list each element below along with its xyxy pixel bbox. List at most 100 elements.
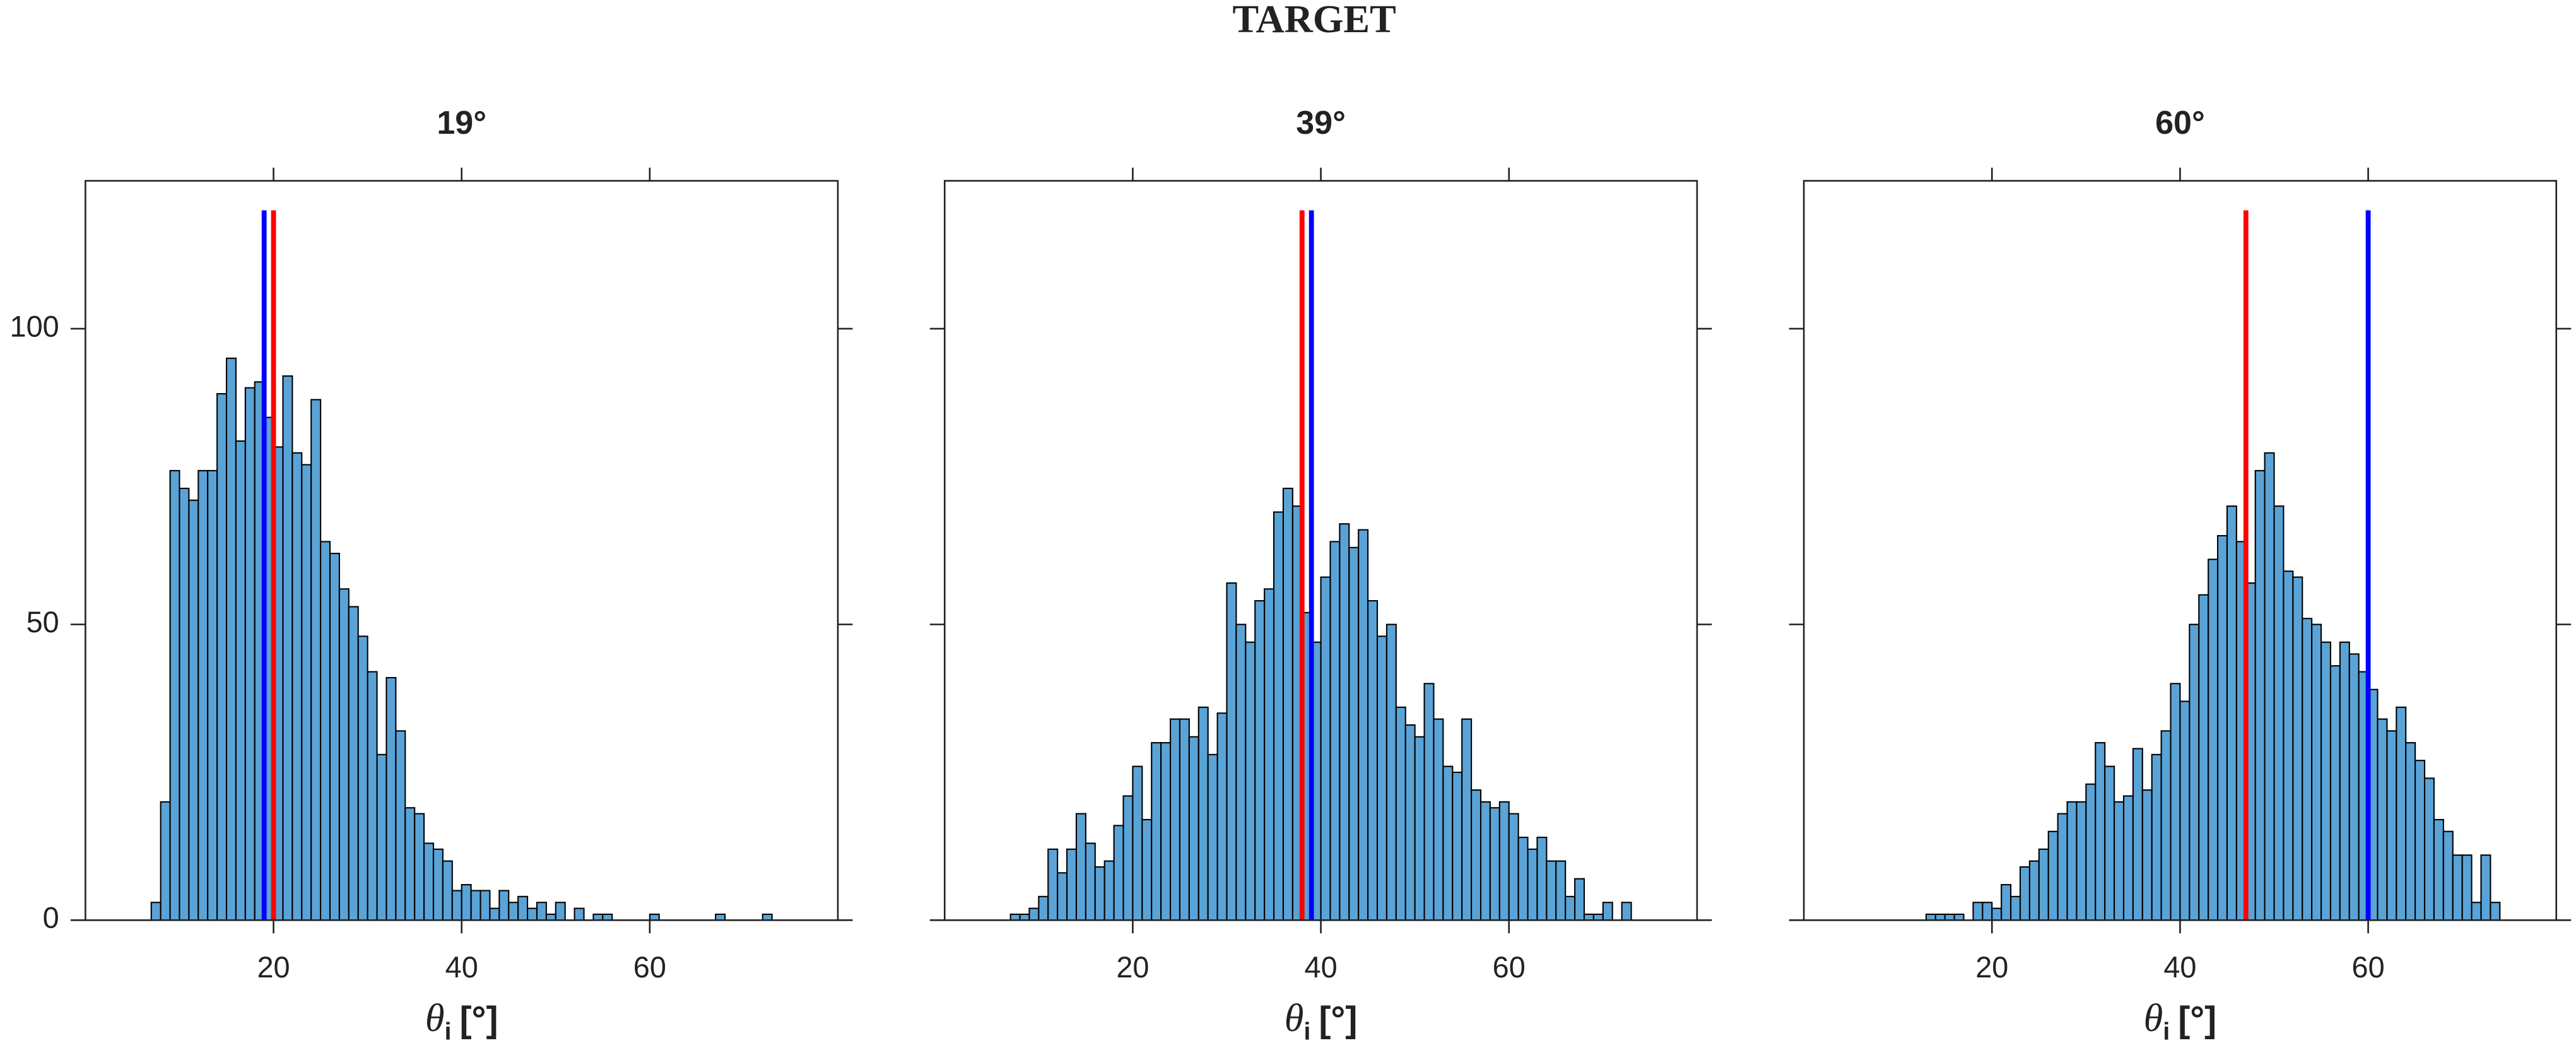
bar bbox=[536, 902, 547, 921]
bar bbox=[160, 801, 171, 921]
bar bbox=[2348, 653, 2360, 921]
bar bbox=[2414, 760, 2426, 921]
bar bbox=[1385, 623, 1397, 921]
bar bbox=[423, 842, 435, 921]
bar bbox=[2302, 618, 2313, 921]
x-tick-label: 20 bbox=[1975, 951, 2008, 984]
x-label-subscript: i bbox=[1303, 1018, 1310, 1046]
bar bbox=[2442, 830, 2454, 921]
bar bbox=[517, 895, 529, 921]
bar bbox=[1132, 765, 1143, 921]
bar bbox=[1592, 913, 1604, 921]
bar bbox=[1953, 913, 1965, 921]
figure-title: TARGET bbox=[1233, 0, 1396, 41]
bar bbox=[2329, 665, 2341, 921]
bar bbox=[1404, 724, 1416, 921]
bar bbox=[1934, 913, 1946, 921]
bar bbox=[2273, 505, 2285, 921]
bar bbox=[1358, 529, 1369, 921]
bar bbox=[244, 387, 256, 921]
bar bbox=[2189, 623, 2200, 921]
bar bbox=[179, 487, 190, 921]
panel-title: 19° bbox=[437, 105, 486, 141]
bar bbox=[1925, 913, 1936, 921]
bar bbox=[2433, 818, 2444, 921]
bar bbox=[1245, 641, 1256, 921]
bar bbox=[1583, 913, 1594, 921]
bar bbox=[2405, 742, 2416, 921]
bar bbox=[2217, 534, 2228, 921]
bar bbox=[1367, 600, 1379, 921]
x-label-unit: [°] bbox=[1319, 999, 1357, 1040]
bar bbox=[404, 807, 416, 921]
bar bbox=[1226, 582, 1237, 921]
bar bbox=[489, 907, 500, 921]
bar bbox=[301, 464, 312, 921]
y-tick-label: 50 bbox=[26, 606, 59, 639]
bar bbox=[498, 890, 510, 921]
bar bbox=[1574, 878, 1585, 921]
bar bbox=[1103, 860, 1115, 921]
bar bbox=[1433, 718, 1444, 921]
bar bbox=[592, 913, 604, 921]
bar bbox=[1423, 683, 1435, 921]
bar bbox=[1414, 736, 1425, 921]
bar bbox=[1982, 902, 1993, 921]
bar bbox=[2264, 452, 2275, 921]
bar bbox=[1376, 635, 1387, 921]
bar bbox=[320, 541, 331, 921]
bar bbox=[338, 588, 350, 921]
x-tick-label: 60 bbox=[2352, 951, 2385, 984]
bar bbox=[2076, 801, 2087, 921]
bar bbox=[1517, 837, 1529, 921]
bar bbox=[2386, 730, 2397, 921]
panel-title: 60° bbox=[2155, 105, 2205, 141]
bar bbox=[1991, 907, 2003, 921]
bar bbox=[282, 375, 293, 921]
bar bbox=[1028, 907, 1040, 921]
bar bbox=[1113, 825, 1124, 921]
bar bbox=[2424, 777, 2435, 921]
bar bbox=[2339, 641, 2350, 921]
bar bbox=[329, 553, 340, 921]
x-tick-label: 40 bbox=[2163, 951, 2196, 984]
bar bbox=[1207, 753, 1218, 921]
x-axis-label: θi [°] bbox=[1285, 996, 1358, 1046]
bar bbox=[1216, 712, 1228, 921]
bar bbox=[216, 392, 228, 921]
bar bbox=[1085, 842, 1096, 921]
bar bbox=[1471, 789, 1482, 921]
x-tick-label: 40 bbox=[1305, 951, 1338, 984]
bar bbox=[1498, 801, 1510, 921]
bar bbox=[1442, 765, 1454, 921]
bar bbox=[461, 884, 472, 921]
bar bbox=[1452, 771, 1463, 921]
bar bbox=[602, 913, 613, 921]
bar bbox=[649, 913, 660, 921]
bar bbox=[1141, 818, 1153, 921]
x-tick-label: 20 bbox=[257, 951, 290, 984]
x-label-symbol: θ bbox=[2144, 996, 2163, 1040]
bar bbox=[2283, 570, 2294, 921]
bar bbox=[169, 469, 180, 921]
bar bbox=[1170, 718, 1181, 921]
bar bbox=[1197, 706, 1209, 921]
bar bbox=[1944, 913, 1955, 921]
bar bbox=[1264, 588, 1275, 921]
bar bbox=[357, 635, 368, 921]
bar bbox=[207, 469, 218, 921]
bar bbox=[1160, 742, 1172, 921]
panel-title: 39° bbox=[1296, 105, 1346, 141]
bar bbox=[527, 907, 538, 921]
bar bbox=[2141, 789, 2153, 921]
x-label-symbol: θ bbox=[1285, 996, 1304, 1040]
bar bbox=[2226, 505, 2237, 921]
bar bbox=[2160, 730, 2172, 921]
bar bbox=[2001, 884, 2012, 921]
bar bbox=[2461, 854, 2473, 921]
bar bbox=[2320, 641, 2332, 921]
bar bbox=[348, 606, 359, 921]
bar bbox=[1038, 895, 1049, 921]
bar bbox=[1009, 913, 1021, 921]
bar bbox=[1555, 860, 1567, 921]
